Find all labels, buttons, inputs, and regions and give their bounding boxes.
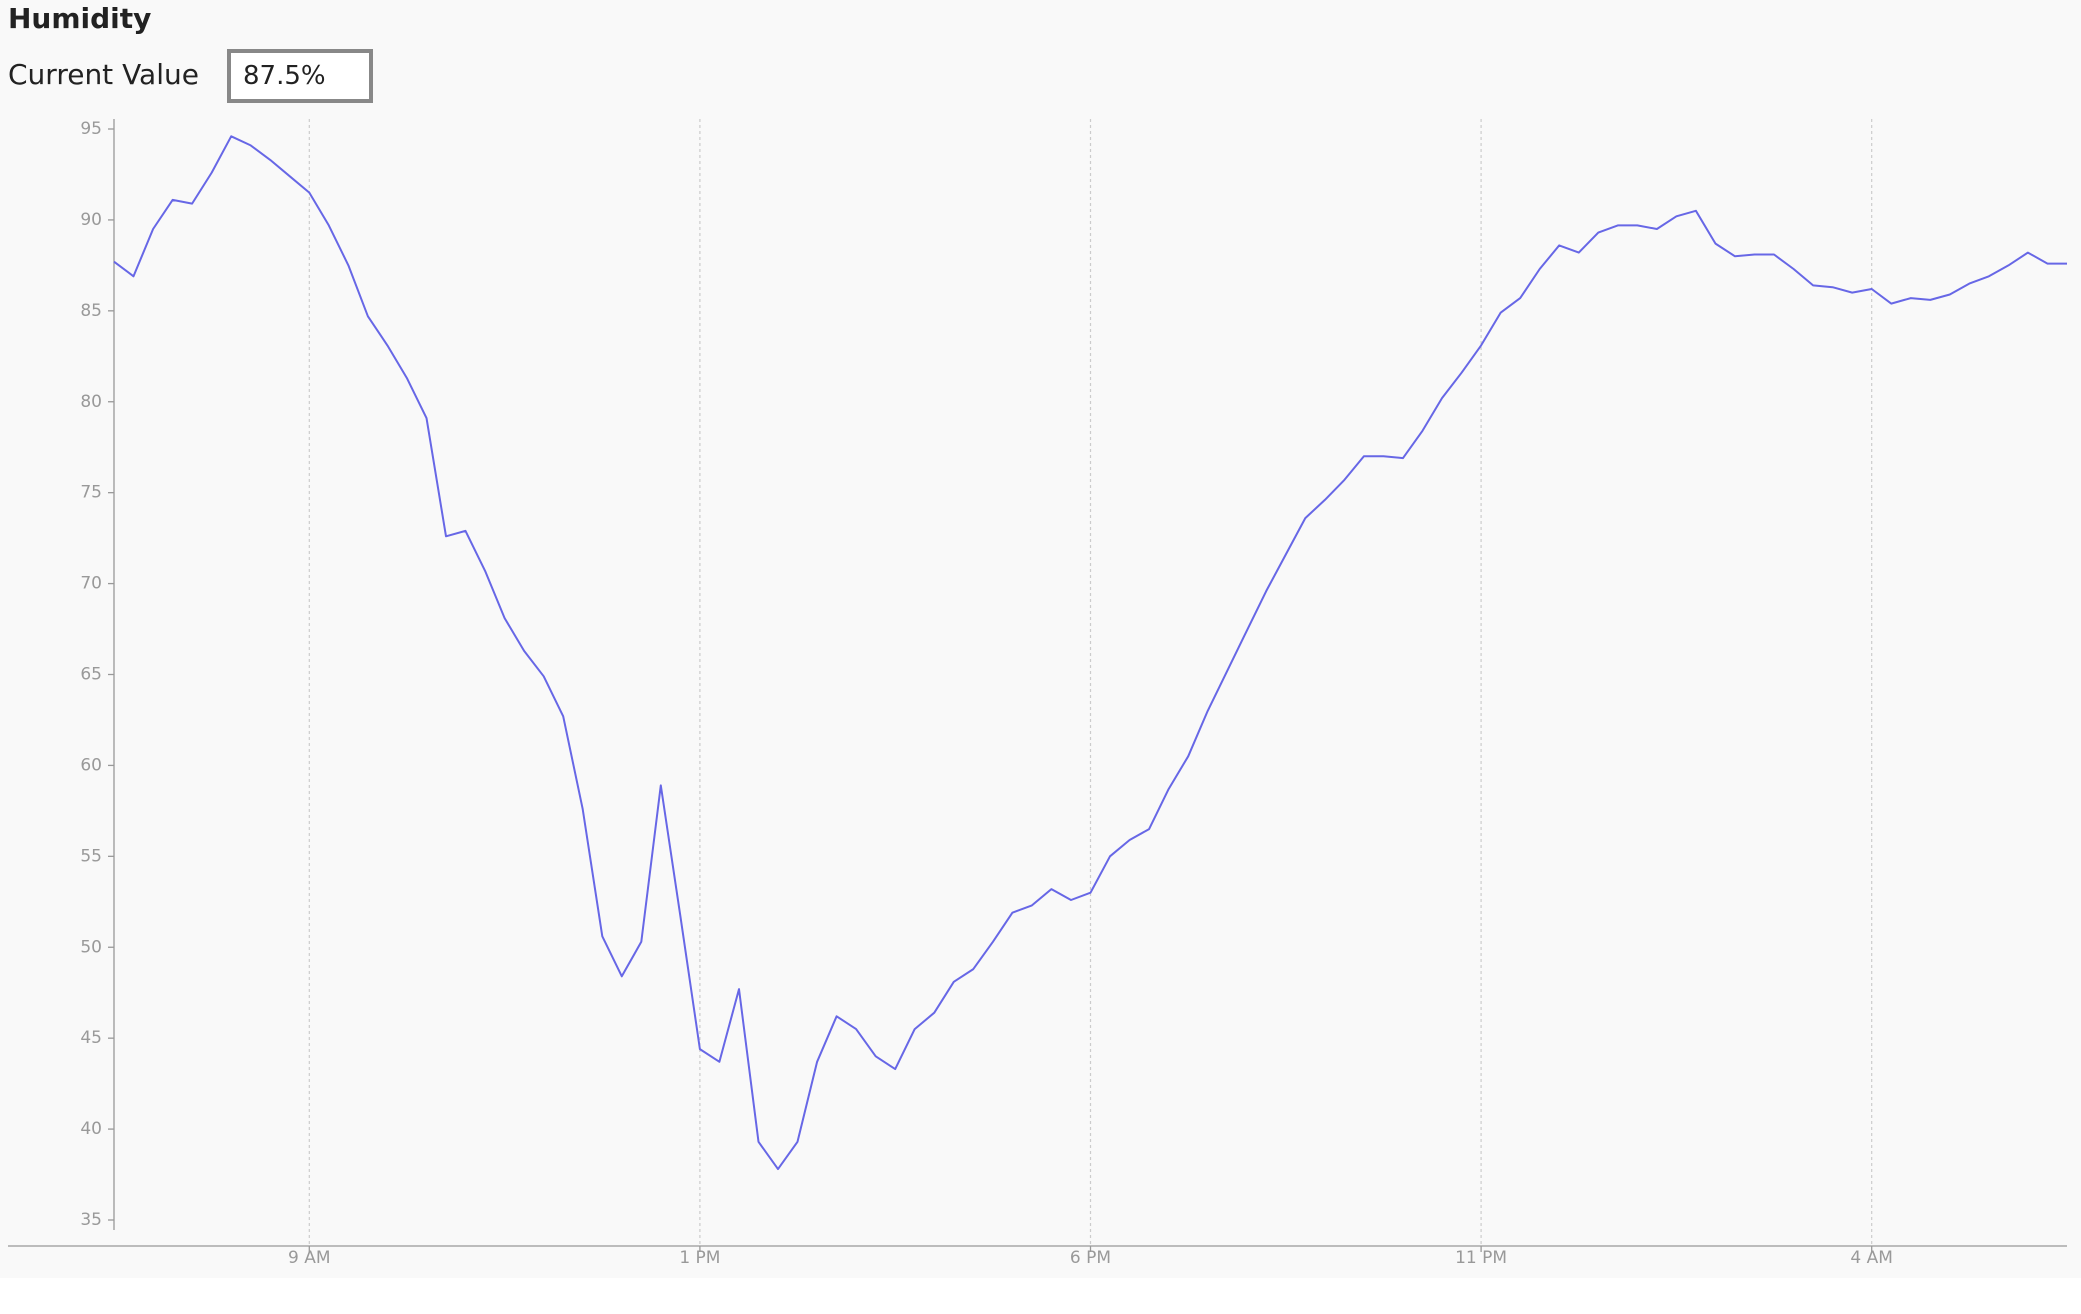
y-tick-label: 80 bbox=[80, 392, 102, 412]
x-tick-label: 6 PM bbox=[1070, 1248, 1111, 1268]
y-tick-label: 65 bbox=[80, 665, 102, 685]
widget-title: Humidity bbox=[8, 2, 152, 35]
y-tick-label: 40 bbox=[80, 1119, 102, 1139]
y-tick-label: 60 bbox=[80, 755, 102, 775]
x-tick-label: 9 AM bbox=[288, 1248, 331, 1268]
y-tick-label: 95 bbox=[80, 119, 102, 139]
y-tick-label: 35 bbox=[80, 1210, 102, 1230]
y-tick-label: 45 bbox=[80, 1028, 102, 1048]
x-tick-label: 4 AM bbox=[1850, 1248, 1893, 1268]
current-value-label: Current Value bbox=[8, 58, 199, 91]
current-value-field: 87.5% bbox=[227, 49, 373, 103]
x-tick-label: 11 PM bbox=[1455, 1248, 1507, 1268]
x-tick-label: 1 PM bbox=[679, 1248, 720, 1268]
y-tick-label: 75 bbox=[80, 483, 102, 503]
y-tick-label: 70 bbox=[80, 574, 102, 594]
y-tick-label: 90 bbox=[80, 210, 102, 230]
y-tick-label: 50 bbox=[80, 937, 102, 957]
y-tick-label: 85 bbox=[80, 301, 102, 321]
humidity-line bbox=[113, 135, 2067, 1171]
y-tick-label: 55 bbox=[80, 846, 102, 866]
panel: Humidity Current Value 87.5% bbox=[8, 2, 373, 103]
